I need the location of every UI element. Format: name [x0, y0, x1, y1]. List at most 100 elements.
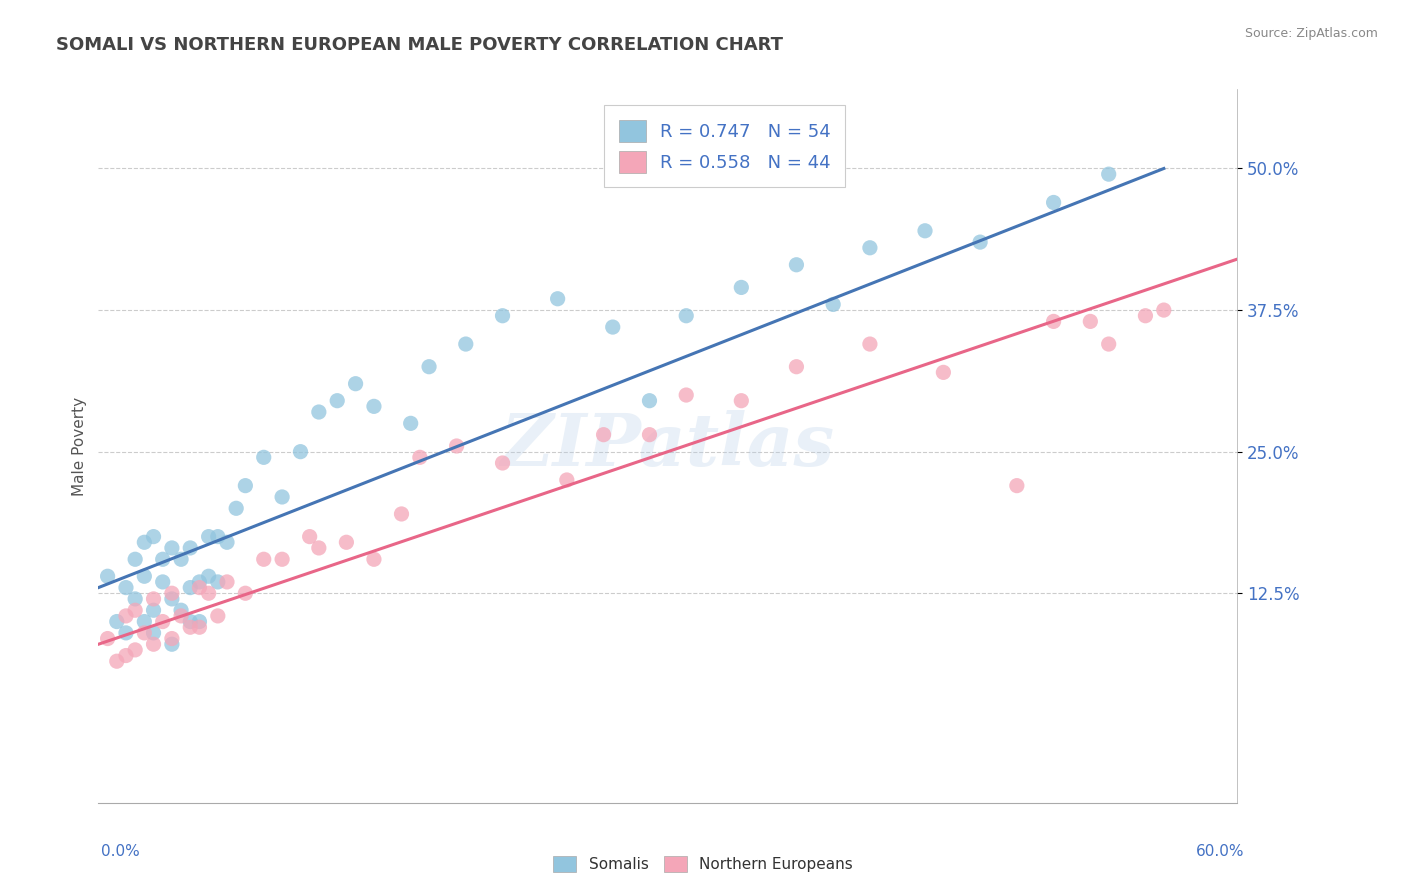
Point — [197, 586, 219, 600]
Point — [170, 603, 193, 617]
Point — [454, 337, 477, 351]
Point — [115, 626, 138, 640]
Point — [134, 535, 156, 549]
Point — [969, 235, 991, 249]
Point — [134, 626, 156, 640]
Point — [207, 608, 229, 623]
Point — [97, 569, 120, 583]
Point — [785, 258, 807, 272]
Point — [160, 632, 183, 646]
Point — [160, 637, 183, 651]
Point — [363, 400, 385, 414]
Point — [225, 501, 247, 516]
Point — [675, 309, 697, 323]
Point — [142, 637, 165, 651]
Point — [197, 569, 219, 583]
Point — [207, 574, 229, 589]
Point — [638, 427, 661, 442]
Point — [124, 603, 146, 617]
Point — [344, 376, 367, 391]
Point — [152, 574, 174, 589]
Point — [152, 552, 174, 566]
Point — [1042, 195, 1064, 210]
Point — [730, 393, 752, 408]
Point — [142, 626, 165, 640]
Point — [134, 615, 156, 629]
Point — [188, 574, 211, 589]
Point — [418, 359, 440, 374]
Point — [271, 552, 294, 566]
Point — [134, 569, 156, 583]
Point — [399, 417, 422, 431]
Point — [179, 615, 201, 629]
Point — [179, 541, 201, 555]
Point — [152, 615, 174, 629]
Point — [235, 586, 257, 600]
Point — [555, 473, 578, 487]
Point — [1078, 314, 1101, 328]
Point — [105, 654, 128, 668]
Legend: R = 0.747   N = 54, R = 0.558   N = 44: R = 0.747 N = 54, R = 0.558 N = 44 — [605, 105, 845, 187]
Point — [160, 586, 183, 600]
Text: Source: ZipAtlas.com: Source: ZipAtlas.com — [1244, 27, 1378, 40]
Point — [124, 643, 146, 657]
Point — [547, 292, 569, 306]
Point — [1005, 478, 1028, 492]
Point — [363, 552, 385, 566]
Point — [170, 552, 193, 566]
Point — [446, 439, 468, 453]
Point — [859, 337, 882, 351]
Point — [97, 632, 120, 646]
Text: 0.0%: 0.0% — [101, 845, 141, 859]
Point — [823, 297, 845, 311]
Point — [308, 541, 330, 555]
Point — [1042, 314, 1064, 328]
Point — [409, 450, 432, 465]
Point — [188, 620, 211, 634]
Point — [253, 552, 276, 566]
Point — [290, 444, 312, 458]
Point — [1135, 309, 1157, 323]
Text: ZIPatlas: ZIPatlas — [501, 410, 835, 482]
Point — [638, 393, 661, 408]
Point — [179, 581, 201, 595]
Point — [308, 405, 330, 419]
Point — [859, 241, 882, 255]
Point — [105, 615, 128, 629]
Point — [785, 359, 807, 374]
Point — [1098, 167, 1121, 181]
Point — [592, 427, 614, 442]
Point — [932, 365, 955, 379]
Point — [179, 620, 201, 634]
Point — [491, 456, 513, 470]
Point — [197, 530, 219, 544]
Point — [1153, 303, 1175, 318]
Point — [115, 648, 138, 663]
Point — [188, 581, 211, 595]
Point — [271, 490, 294, 504]
Point — [1098, 337, 1121, 351]
Point — [326, 393, 349, 408]
Point — [160, 541, 183, 555]
Point — [602, 320, 624, 334]
Point — [235, 478, 257, 492]
Point — [142, 591, 165, 606]
Point — [391, 507, 413, 521]
Point — [298, 530, 321, 544]
Point — [170, 608, 193, 623]
Point — [124, 552, 146, 566]
Point — [188, 615, 211, 629]
Point — [207, 530, 229, 544]
Point — [491, 309, 513, 323]
Y-axis label: Male Poverty: Male Poverty — [72, 396, 87, 496]
Point — [115, 581, 138, 595]
Point — [253, 450, 276, 465]
Text: 60.0%: 60.0% — [1197, 845, 1244, 859]
Point — [914, 224, 936, 238]
Point — [215, 535, 238, 549]
Point — [142, 530, 165, 544]
Point — [124, 591, 146, 606]
Point — [335, 535, 357, 549]
Point — [115, 608, 138, 623]
Point — [730, 280, 752, 294]
